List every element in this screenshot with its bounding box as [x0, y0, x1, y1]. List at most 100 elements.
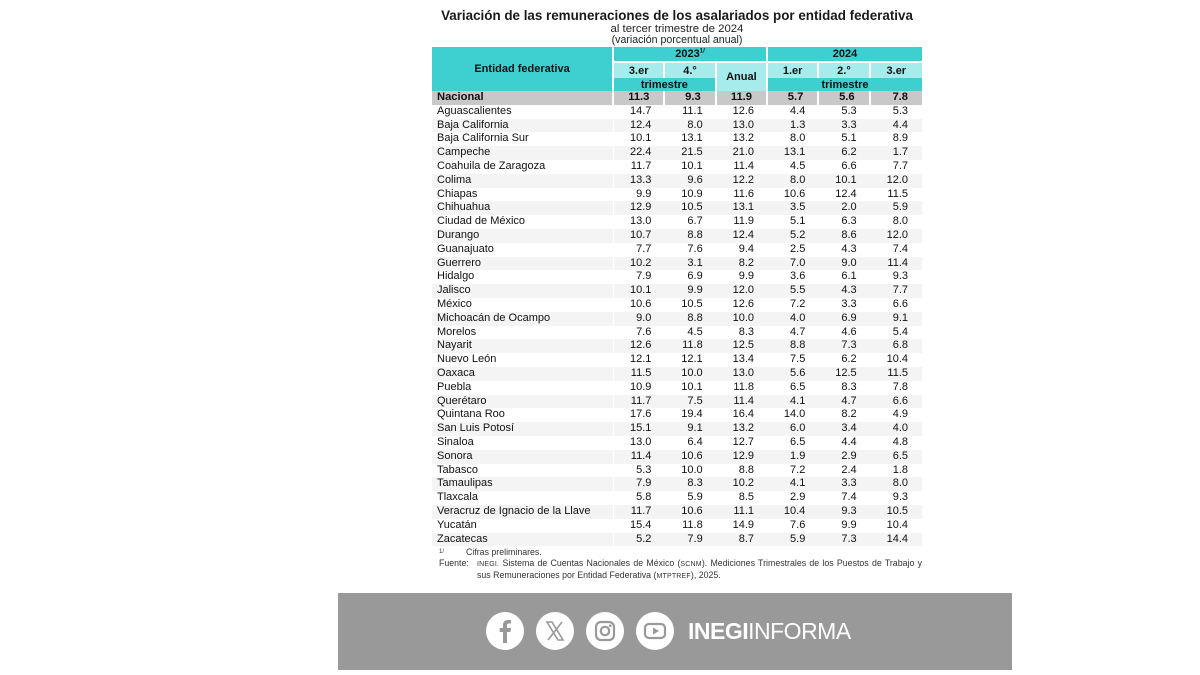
value-cell: 5.3	[819, 104, 871, 119]
value-cell: 13.1	[716, 201, 768, 216]
table-title: Variación de las remuneraciones de los a…	[441, 8, 913, 23]
table-row: Veracruz de Ignacio de la Llave 11.7 10.6 1…	[432, 504, 922, 519]
value-cell: 10.2	[716, 477, 768, 492]
value-cell: 7.0	[768, 256, 820, 271]
source-note: Fuente: INEGI. Sistema de Cuentas Nacion…	[432, 558, 922, 582]
quarter-header: 1.er	[768, 63, 820, 78]
value-cell: 7.4	[819, 491, 871, 505]
value-cell: 11.5	[614, 366, 666, 381]
value-cell: 7.9	[614, 477, 666, 492]
value-cell: 12.7	[716, 435, 768, 450]
value-cell: 11.4	[716, 159, 768, 174]
source-text: INEGI. Sistema de Cuentas Nacionales de …	[477, 558, 922, 581]
entity-name: Quintana Roo	[432, 408, 615, 423]
value-cell: 9.3	[870, 491, 922, 505]
quarter-header: 3.er	[870, 63, 922, 78]
value-cell: 11.4	[870, 256, 922, 271]
instagram-icon[interactable]	[586, 612, 624, 650]
inegi-informa-logo: INEGIINFORMA	[688, 617, 851, 644]
note-mark: 1/	[439, 549, 445, 556]
value-cell: 1.8	[870, 463, 922, 478]
table-units: (variación porcentual anual)	[611, 34, 743, 46]
remuneration-table: Entidad federativa 20231/ 2024 3.er 4.° …	[432, 47, 922, 547]
value-cell: 4.3	[819, 284, 871, 298]
entity-name: Colima	[432, 173, 615, 188]
value-cell: 11.7	[614, 394, 666, 409]
value-cell: 11.7	[614, 159, 666, 174]
table-row: Querétaro 11.7 7.5 11.4 4.1 4.7 6.6	[432, 394, 922, 409]
value-cell: 3.5	[768, 201, 820, 216]
value-cell: 6.5	[768, 380, 820, 395]
value-cell: 5.8	[614, 491, 666, 505]
value-cell: 4.8	[870, 435, 922, 450]
value-cell: 5.9	[665, 491, 717, 505]
value-cell: 10.4	[870, 518, 922, 533]
document: Variación de las remuneraciones de los a…	[432, 0, 922, 582]
value-cell: 4.0	[870, 422, 922, 436]
x-icon[interactable]	[536, 612, 574, 650]
entity-name: Aguascalientes	[432, 104, 615, 119]
table-row: Coahuila de Zaragoza 11.7 10.1 11.4 4.5 6.6 7.…	[432, 159, 922, 174]
value-cell: 6.6	[870, 297, 922, 312]
table-row: Durango 10.7 8.8 12.4 5.2 8.6 12.0	[432, 228, 922, 243]
value-cell: 7.6	[614, 325, 666, 340]
value-cell: 4.9	[870, 408, 922, 423]
entity-name: Querétaro	[432, 394, 615, 409]
value-cell: 10.5	[665, 201, 717, 216]
value-cell: 3.1	[665, 256, 717, 271]
value-cell: 12.2	[716, 173, 768, 188]
value-cell: 2.0	[819, 201, 871, 216]
table-row: Chihuahua 12.9 10.5 13.1 3.5 2.0 5.9	[432, 201, 922, 216]
value-cell: 7.7	[870, 159, 922, 174]
value-cell: 8.9	[870, 132, 922, 147]
table-row: Zacatecas 5.2 7.9 8.7 5.9 7.3 14.4	[432, 532, 922, 547]
table-row: México 10.6 10.5 12.6 7.2 3.3 6.6	[432, 297, 922, 312]
table-notes: 1/ Cifras preliminares. Fuente: INEGI. S…	[432, 547, 922, 582]
entity-name: Chihuahua	[432, 201, 615, 216]
table-row: Tlaxcala 5.8 5.9 8.5 2.9 7.4 9.3	[432, 491, 922, 505]
table-row: Tabasco 5.3 10.0 8.8 7.2 2.4 1.8	[432, 463, 922, 478]
value-cell: 6.6	[870, 394, 922, 409]
value-cell: 8.0	[768, 173, 820, 188]
value-cell: 6.3	[819, 215, 871, 229]
value-cell: 9.0	[614, 311, 666, 326]
entity-name: Jalisco	[432, 284, 615, 298]
value-cell: 7.7	[614, 242, 666, 257]
value-cell: 2.9	[819, 449, 871, 464]
value-cell: 8.3	[665, 477, 717, 492]
value-cell: 2.5	[768, 242, 820, 257]
value-cell: 10.4	[768, 504, 820, 519]
entity-name: Campeche	[432, 146, 615, 160]
entity-name: Tamaulipas	[432, 477, 615, 492]
entity-name: Nayarit	[432, 339, 615, 354]
youtube-icon[interactable]	[636, 612, 674, 650]
entity-name: Guanajuato	[432, 242, 615, 257]
value-cell: 11.6	[716, 187, 768, 202]
value-cell: 11.9	[716, 215, 768, 229]
table-row: Guerrero 10.2 3.1 8.2 7.0 9.0 11.4	[432, 256, 922, 271]
value-cell: 4.6	[819, 325, 871, 340]
value-cell: 12.0	[716, 284, 768, 298]
value-cell: 10.1	[614, 284, 666, 298]
value-cell: 11.9	[716, 91, 768, 105]
value-cell: 8.0	[768, 132, 820, 147]
value-cell: 12.5	[716, 339, 768, 354]
value-cell: 9.0	[819, 256, 871, 271]
entity-name: Morelos	[432, 325, 615, 340]
value-cell: 7.2	[768, 463, 820, 478]
value-cell: 5.7	[768, 91, 820, 105]
value-cell: 12.1	[665, 353, 717, 367]
table-row: Nuevo León 12.1 12.1 13.4 7.5 6.2 10.4	[432, 353, 922, 367]
value-cell: 10.0	[716, 311, 768, 326]
value-cell: 9.3	[870, 270, 922, 285]
value-cell: 5.9	[870, 201, 922, 216]
value-cell: 15.4	[614, 518, 666, 533]
trimestre-label: trimestre	[614, 78, 717, 91]
value-cell: 7.6	[768, 518, 820, 533]
value-cell: 22.4	[614, 146, 666, 160]
facebook-icon[interactable]	[486, 612, 524, 650]
value-cell: 5.5	[768, 284, 820, 298]
value-cell: 5.2	[614, 532, 666, 547]
entity-column-header: Entidad federativa	[432, 47, 615, 91]
value-cell: 14.9	[716, 518, 768, 533]
